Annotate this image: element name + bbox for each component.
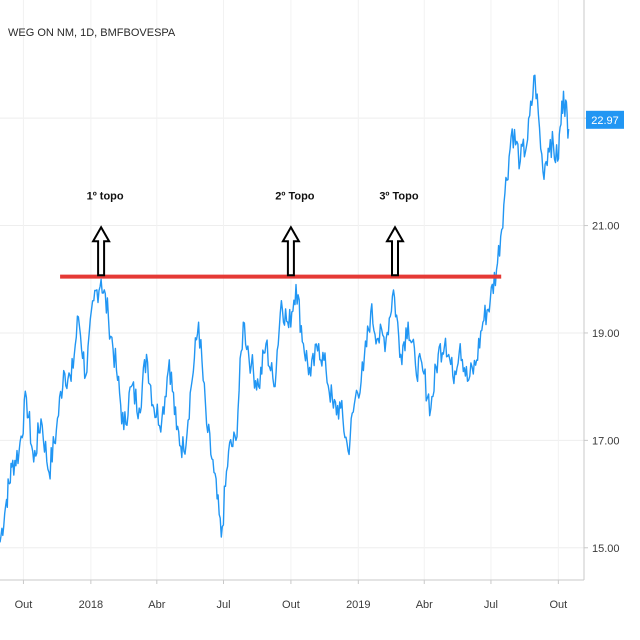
annotation-label: 2º Topo bbox=[275, 190, 315, 202]
up-arrow-icon bbox=[385, 225, 405, 277]
series-layer bbox=[0, 74, 570, 543]
x-tick-label: Abr bbox=[148, 599, 165, 611]
y-tick-label: 17.00 bbox=[592, 435, 620, 447]
x-tick-label: Out bbox=[282, 599, 300, 611]
up-arrow-icon bbox=[281, 225, 301, 277]
x-tick-label: Jul bbox=[484, 599, 498, 611]
y-tick-label: 21.00 bbox=[592, 221, 620, 233]
x-axis-ticks: Out 2018 Abr Jul Out 2019 Abr Jul Out bbox=[15, 580, 567, 611]
y-tick-label: 15.00 bbox=[592, 543, 620, 555]
x-tick-label: Out bbox=[549, 599, 567, 611]
x-tick-label: 2019 bbox=[346, 599, 370, 611]
grid bbox=[0, 0, 584, 580]
annotation-label: 3º Topo bbox=[379, 190, 419, 202]
axes bbox=[0, 0, 585, 581]
price-series-line bbox=[0, 74, 570, 543]
annotation-label: 1º topo bbox=[87, 190, 124, 202]
annotations: 1º topo 2º Topo 3º Topo bbox=[87, 190, 419, 277]
chart-title: WEG ON NM, 1D, BMFBOVESPA bbox=[8, 27, 176, 39]
current-price-box bbox=[586, 110, 624, 129]
x-tick-label: Out bbox=[15, 599, 33, 611]
x-tick-label: Jul bbox=[216, 599, 230, 611]
current-price-badge: 22.97 bbox=[586, 110, 624, 129]
x-tick-label: Abr bbox=[416, 599, 433, 611]
y-tick-label: 19.00 bbox=[592, 328, 620, 340]
x-tick-label: 2018 bbox=[79, 599, 103, 611]
up-arrow-icon bbox=[91, 225, 111, 277]
current-price-label: 22.97 bbox=[591, 115, 619, 127]
